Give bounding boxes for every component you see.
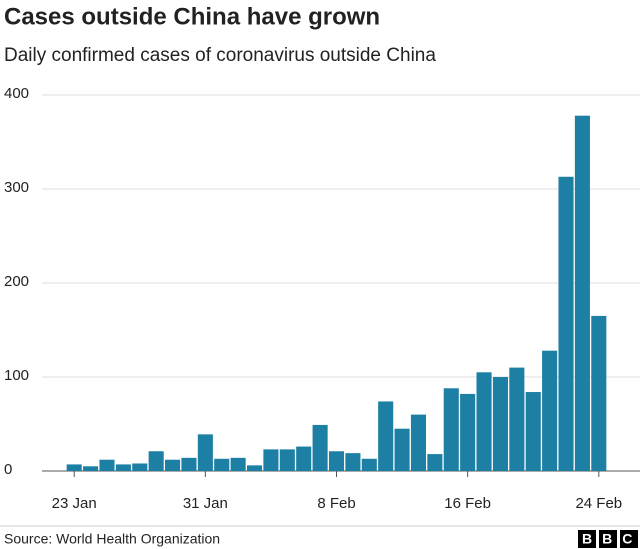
- bar: [345, 453, 361, 471]
- bar: [542, 350, 558, 471]
- bar: [214, 458, 230, 471]
- bar: [197, 434, 213, 471]
- x-tick-label: 16 Feb: [444, 495, 491, 512]
- bar: [361, 458, 377, 471]
- bar: [492, 377, 508, 471]
- bar: [558, 176, 574, 471]
- y-tick-label: 400: [4, 85, 29, 102]
- logo: BBC: [582, 531, 640, 547]
- bar: [181, 457, 197, 471]
- bar: [165, 459, 181, 471]
- bar: [279, 449, 295, 471]
- x-tick-label: 23 Jan: [52, 495, 97, 512]
- y-tick-label: 100: [4, 367, 29, 384]
- bar: [525, 392, 541, 471]
- bar: [509, 367, 525, 471]
- logo-box: [620, 530, 638, 548]
- bar: [443, 388, 459, 471]
- y-tick-label: 300: [4, 179, 29, 196]
- bar: [328, 451, 345, 471]
- bar: [99, 459, 115, 471]
- bar: [460, 393, 476, 471]
- bar: [296, 446, 312, 471]
- bar: [312, 424, 328, 471]
- bar: [246, 465, 263, 471]
- y-tick-label: 200: [4, 273, 29, 290]
- source: Source: World Health Organization: [4, 531, 220, 547]
- x-tick-label: 8 Feb: [317, 495, 355, 512]
- bar: [148, 451, 164, 471]
- bar: [410, 414, 427, 471]
- bar: [378, 401, 394, 471]
- bar: [591, 315, 607, 471]
- chart-title: Cases outside China have grown: [4, 3, 380, 30]
- chart-subtitle: Daily confirmed cases of coronavirus out…: [4, 45, 436, 66]
- bar: [115, 464, 131, 471]
- x-tick-label: 24 Feb: [575, 495, 622, 512]
- bar: [83, 466, 99, 471]
- bar: [394, 428, 410, 471]
- bar: [66, 464, 82, 471]
- bar: [476, 372, 492, 471]
- bar: [263, 449, 279, 471]
- logo-box: [599, 530, 617, 548]
- bar: [574, 115, 590, 472]
- y-tick-label: 0: [4, 461, 12, 478]
- bar: [132, 463, 148, 471]
- logo-box: [578, 530, 596, 548]
- bar: [427, 454, 443, 471]
- x-tick-label: 31 Jan: [183, 495, 228, 512]
- bar: [230, 457, 246, 471]
